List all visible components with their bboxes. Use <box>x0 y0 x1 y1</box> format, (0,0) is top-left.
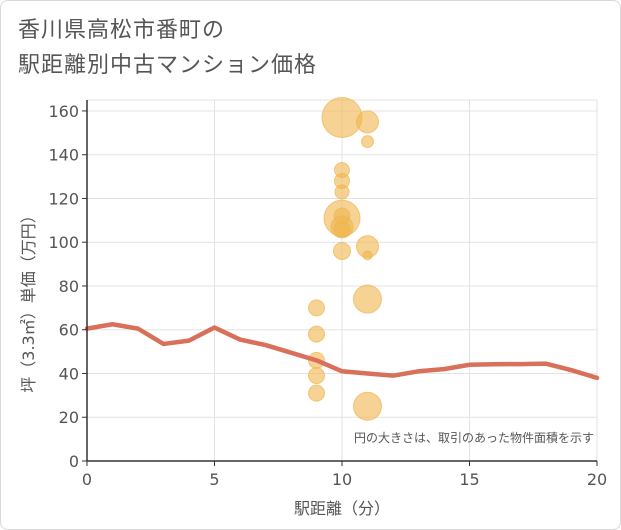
x-axis-label: 駅距離（分） <box>294 499 390 518</box>
bubble-11 <box>333 241 351 260</box>
bubble-15 <box>308 325 325 343</box>
y-tick-label-8: 160 <box>48 102 79 121</box>
x-tick-label-1: 5 <box>209 470 219 489</box>
bubble-1 <box>356 110 379 134</box>
y-tick-label-6: 120 <box>48 189 79 208</box>
chart-title-line-1: 香川県高松市番町の <box>18 18 226 43</box>
y-tick-label-4: 80 <box>59 277 79 296</box>
bubble-18 <box>308 384 325 402</box>
y-tick-labels: 0 20 40 60 80 100 120 140 160 <box>48 102 87 471</box>
x-tick-label-0: 0 <box>82 470 92 489</box>
x-tick-label-2: 10 <box>332 470 352 489</box>
bubble-0 <box>321 97 363 139</box>
y-tick-label-7: 140 <box>48 146 79 165</box>
bubble-17 <box>308 367 325 385</box>
x-tick-labels: 0 5 10 15 20 <box>82 461 607 489</box>
bubble-19 <box>353 391 382 421</box>
bubble-9 <box>333 220 351 238</box>
average-price-line <box>84 322 600 381</box>
x-tick-label-4: 20 <box>587 470 607 489</box>
y-axis-label: 坪（3.3㎡）単価（万円） <box>19 207 38 392</box>
y-tick-label-0: 0 <box>69 452 79 471</box>
chart-title: 香川県高松市番町の 駅距離別中古マンション価格 <box>18 13 317 83</box>
x-tick-label-3: 15 <box>459 470 479 489</box>
bubble-14 <box>308 299 325 317</box>
y-tick-label-2: 40 <box>59 364 79 383</box>
y-tick-label-3: 60 <box>59 321 79 340</box>
bubble-2 <box>361 135 374 149</box>
y-tick-label-1: 20 <box>59 408 79 427</box>
bubble-size-annotation: 円の大きさは、取引のあった物件面積を示す <box>354 430 594 445</box>
bubble-5 <box>334 184 350 200</box>
bubble-series <box>308 97 382 421</box>
y-tick-label-5: 100 <box>48 233 79 252</box>
bubble-13 <box>353 284 382 314</box>
bubble-12 <box>362 250 373 261</box>
chart-title-line-2: 駅距離別中古マンション価格 <box>18 53 318 78</box>
